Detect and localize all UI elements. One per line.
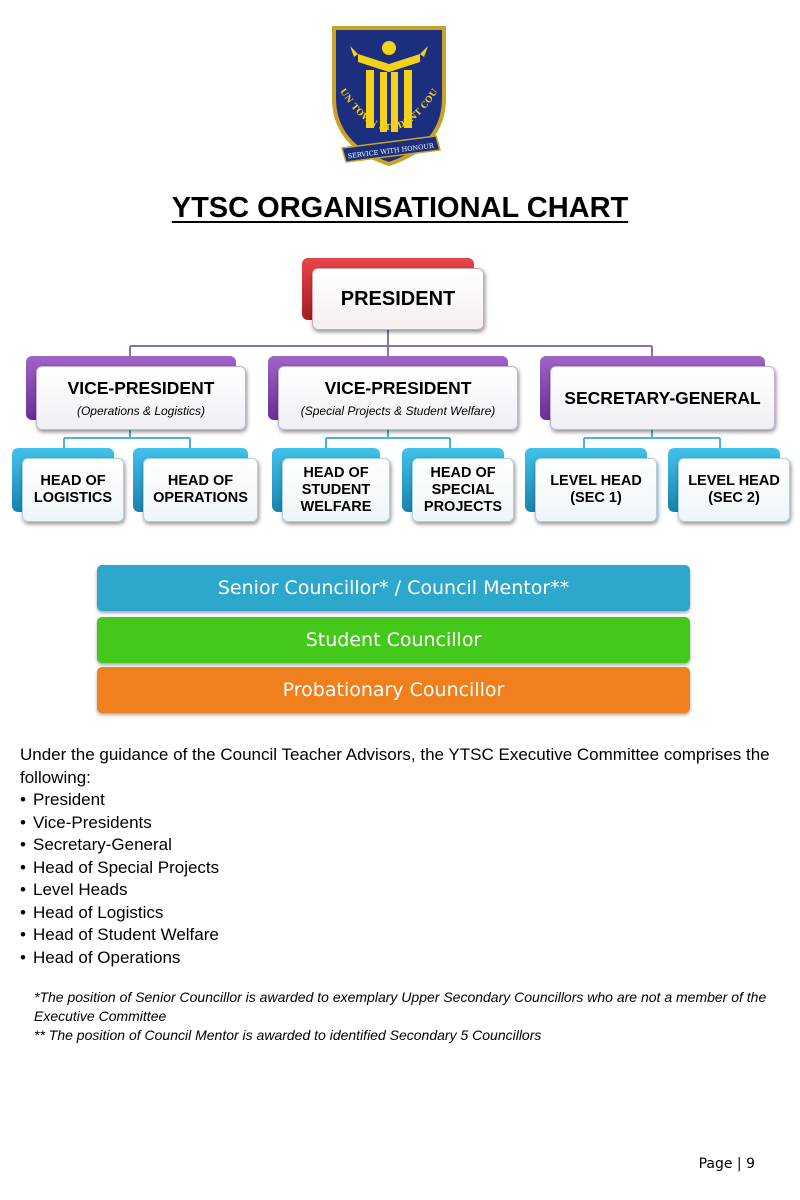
head-of-student-welfare-box: HEAD OF STUDENT WELFARE (272, 448, 390, 522)
footnote-council-mentor: ** The position of Council Mentor is awa… (34, 1027, 542, 1043)
level-head-sec1-label: LEVEL HEAD (SEC 1) (550, 473, 642, 506)
list-item: • President (20, 790, 105, 809)
council-crest-logo: YISHUN TOWN STUDENT COUNCIL SERVICE WITH… (328, 24, 446, 167)
vice-president-ops-box: VICE-PRESIDENT (Operations & Logistics) (26, 356, 246, 430)
list-item: • Secretary-General (20, 835, 172, 854)
page-number: Page | 9 (698, 1156, 755, 1172)
vice-president-special-box: VICE-PRESIDENT (Special Projects & Stude… (268, 356, 518, 430)
vice-president-ops-title: VICE-PRESIDENT (67, 378, 215, 398)
org-chart-connectors (63, 330, 721, 450)
vice-president-ops-subtitle: (Operations & Logistics) (76, 404, 206, 418)
vice-president-special-title: VICE-PRESIDENT (324, 378, 472, 398)
footnotes: *The position of Senior Councillor is aw… (34, 988, 774, 1045)
head-of-student-welfare-label: HEAD OF STUDENT WELFARE (300, 464, 372, 515)
head-of-operations-box: HEAD OF OPERATIONS (133, 448, 258, 522)
footnote-senior-councillor: *The position of Senior Councillor is aw… (34, 989, 767, 1024)
list-item: • Head of Special Projects (20, 857, 220, 877)
president-box: PRESIDENT (302, 258, 484, 330)
head-of-operations-label: HEAD OF OPERATIONS (153, 473, 248, 506)
tier-student-councillor: Student Councillor (97, 617, 690, 663)
intro-paragraph: Under the guidance of the Council Teache… (20, 745, 770, 787)
committee-member-list: • President • Vice-Presidents • Secretary-G… (20, 789, 780, 969)
list-item: • Vice-Presidents (20, 812, 152, 832)
level-head-sec1-box: LEVEL HEAD (SEC 1) (525, 448, 657, 522)
president-label: PRESIDENT (340, 287, 456, 310)
secretary-general-box: SECRETARY-GENERAL (540, 356, 775, 430)
list-item: • Head of Student Welfare (20, 925, 219, 944)
tier-senior-councillor: Senior Councillor* / Council Mentor** (97, 565, 690, 611)
level-head-sec2-label: LEVEL HEAD (SEC 2) (688, 473, 780, 506)
list-item: • Head of Operations (20, 947, 181, 967)
executive-committee-description: Under the guidance of the Council Teache… (20, 744, 780, 969)
head-of-special-projects-label: HEAD OF SPECIAL PROJECTS (423, 464, 503, 515)
page-title: YTSC ORGANISATIONAL CHART (171, 192, 629, 224)
secretary-general-label: SECRETARY-GENERAL (564, 387, 761, 408)
tier-probationary-councillor: Probationary Councillor (97, 667, 690, 713)
head-of-logistics-box: HEAD OF LOGISTICS (12, 448, 124, 522)
vice-president-special-subtitle: (Special Projects & Student Welfare) (300, 404, 496, 418)
list-item: • Head of Logistics (20, 902, 164, 922)
head-of-special-projects-box: HEAD OF SPECIAL PROJECTS (402, 448, 514, 522)
level-head-sec2-box: LEVEL HEAD (SEC 2) (668, 448, 790, 522)
list-item: • Level Heads (20, 880, 128, 899)
head-of-logistics-label: HEAD OF LOGISTICS (33, 473, 113, 506)
